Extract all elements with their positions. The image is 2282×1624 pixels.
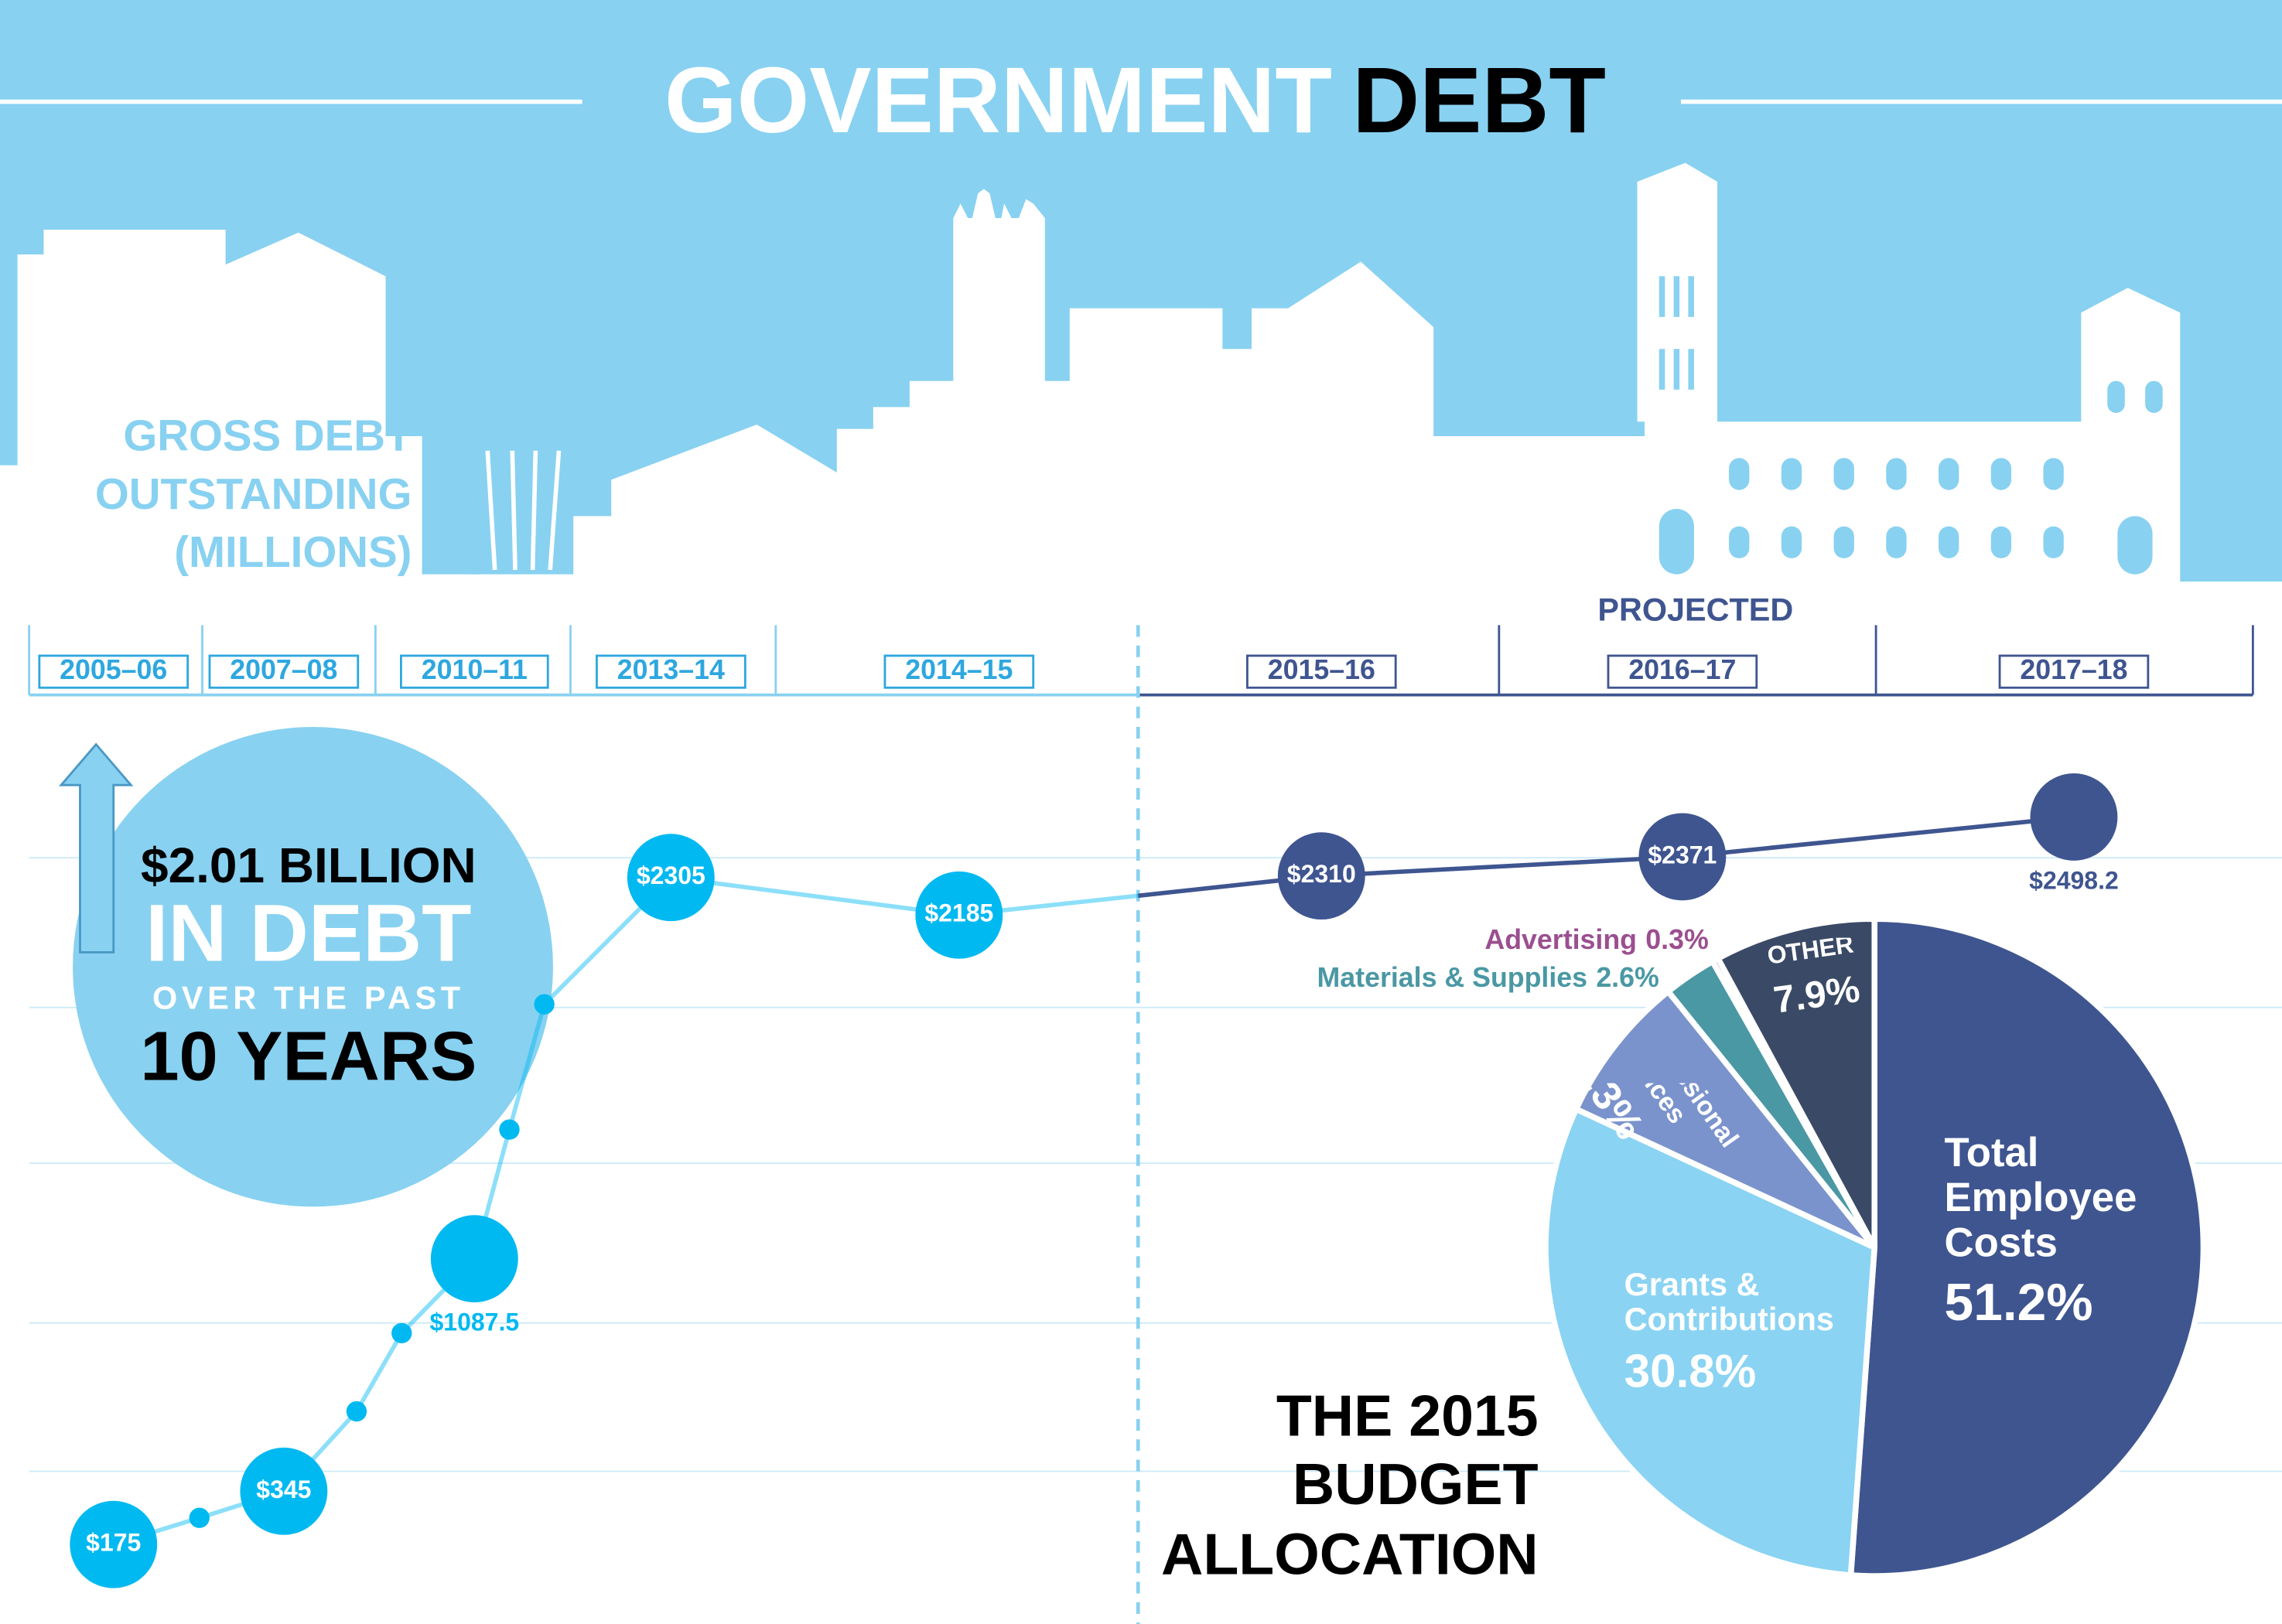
callout-text: OVER THE PAST: [152, 980, 465, 1015]
slice-name: Materials & Supplies: [1317, 963, 1587, 994]
point: [1277, 832, 1365, 920]
value-label: $2371: [1648, 841, 1717, 868]
value-label: $2310: [1287, 860, 1356, 888]
slice-label: Materials & Supplies 2.6%: [1317, 963, 1659, 994]
point: [391, 1322, 412, 1344]
x-label-box: [1245, 654, 1397, 689]
x-label-box: [883, 654, 1035, 689]
x-tick-label: 2015–16: [1268, 654, 1375, 685]
projected-label: PROJECTED: [1597, 592, 1793, 627]
x-tick-label: 2013–14: [617, 654, 725, 685]
x-label-box: [596, 654, 746, 689]
pie-slice: [1713, 916, 1877, 1249]
series-line: [112, 875, 960, 1547]
water-tower: [485, 450, 562, 571]
callout-circle: [73, 727, 553, 1207]
subtitle: OUTSTANDING: [95, 469, 412, 518]
point: [189, 1507, 210, 1528]
point: [2030, 773, 2118, 861]
slice-label: Grants & Contributions 30.8%: [1624, 1267, 1872, 1397]
point: [915, 871, 1003, 959]
slice-label: OTHER 7.9%: [1747, 938, 1877, 1024]
slice-value: 51.2%: [1944, 1272, 2093, 1332]
slice-name: Grants & Contributions: [1624, 1267, 1834, 1338]
value-label: $2498.2: [2029, 866, 2119, 894]
pie-slice: [1542, 1105, 1878, 1578]
point: [240, 1447, 328, 1535]
x-tick-label: 2010–11: [422, 654, 528, 685]
slice-label: Advertising 0.3%: [1484, 925, 1708, 956]
x-label-box: [208, 654, 360, 689]
value-label: $1087.5: [430, 1308, 520, 1336]
point: [627, 834, 715, 922]
value-label: $345: [256, 1476, 311, 1503]
x-label-box: [1607, 654, 1758, 689]
value-label: $175: [86, 1529, 141, 1557]
x-tick-label: 2017–18: [2020, 654, 2127, 685]
pie-slice: [1572, 987, 1877, 1250]
slice-value: 0.3%: [1645, 925, 1708, 956]
slice-name: Total Employee Costs: [1944, 1131, 2137, 1264]
x-tick-label: 2014–15: [905, 654, 1013, 685]
value-label: $2305: [637, 861, 705, 889]
header-dividers: [28, 625, 2254, 695]
arrow: [58, 742, 134, 954]
slice-value: 7.9%: [1771, 966, 1863, 1022]
slice-label-box: Total Employee Costs 51.2%: [1945, 1131, 2178, 1332]
title-light: GOVERNMENT: [664, 48, 1332, 152]
point: [499, 1119, 520, 1140]
x-label-box: [38, 654, 190, 689]
slice-value: 30.8%: [1624, 1345, 1757, 1398]
pie-slice: [1847, 916, 2207, 1579]
point: [534, 994, 555, 1015]
x-tick-label: 2016–17: [1628, 654, 1736, 685]
slice-label-box: Grants & Contributions 30.8%: [1624, 1267, 1872, 1397]
pie-title: THE 2015: [1276, 1383, 1539, 1448]
subtitle: GROSS DEBT: [123, 411, 412, 460]
dots: $175 $345 $1087.5 $2305 $2185 $2310 $2371 $2498…: [70, 773, 2119, 1588]
title-dark: DEBT: [1352, 48, 1606, 152]
callout-text: 10 YEARS: [140, 1017, 477, 1095]
point: [346, 1401, 367, 1422]
slice-value: 2.6%: [1596, 963, 1659, 994]
subtitle: (MILLIONS): [174, 527, 412, 576]
callout-text: $2.01 BILLION: [141, 838, 477, 893]
point: [70, 1500, 158, 1588]
pie-title: ALLOCATION: [1161, 1521, 1539, 1586]
callout-text: IN DEBT: [145, 888, 471, 978]
title: GOVERNMENT DEBT: [664, 48, 1606, 152]
x-tick-label: 2005–06: [60, 654, 167, 685]
point: [430, 1215, 518, 1303]
point: [1638, 813, 1727, 901]
value-label: $2185: [924, 899, 993, 927]
x-tick-label: 2007–08: [230, 654, 337, 685]
slice-label: Total Employee Costs 51.2%: [1945, 1131, 2178, 1332]
pie-title: BUDGET: [1293, 1452, 1539, 1517]
x-label-box: [1998, 654, 2150, 689]
slice-name: Advertising: [1484, 925, 1637, 956]
x-label-box: [400, 654, 549, 689]
